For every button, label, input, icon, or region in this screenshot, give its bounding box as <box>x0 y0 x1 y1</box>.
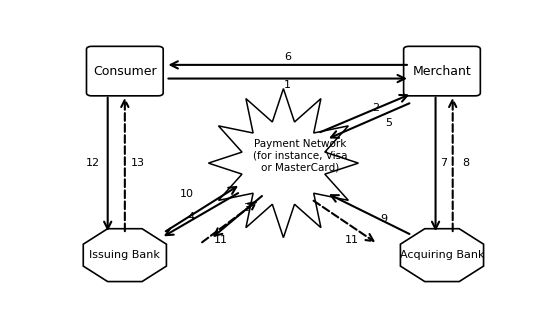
FancyArrowPatch shape <box>121 100 128 231</box>
FancyBboxPatch shape <box>404 46 481 96</box>
Text: Payment Network
(for instance, Visa
or MasterCard): Payment Network (for instance, Visa or M… <box>253 139 348 172</box>
Text: 6: 6 <box>284 52 291 62</box>
Text: 1: 1 <box>284 80 291 90</box>
Text: 11: 11 <box>345 235 359 245</box>
Text: 11: 11 <box>214 235 228 245</box>
Text: 10: 10 <box>180 189 194 199</box>
Text: Merchant: Merchant <box>413 65 471 78</box>
Text: 8: 8 <box>462 158 469 168</box>
Text: 2: 2 <box>372 103 379 113</box>
Text: Consumer: Consumer <box>93 65 156 78</box>
Text: 5: 5 <box>385 118 392 128</box>
Text: 3: 3 <box>243 203 251 213</box>
Text: 12: 12 <box>86 158 100 168</box>
Text: Issuing Bank: Issuing Bank <box>90 250 160 260</box>
Text: 9: 9 <box>380 214 388 224</box>
Text: 7: 7 <box>441 158 448 168</box>
FancyArrowPatch shape <box>314 201 373 241</box>
Text: Acquiring Bank: Acquiring Bank <box>400 250 484 260</box>
FancyArrowPatch shape <box>449 100 456 231</box>
FancyBboxPatch shape <box>86 46 163 96</box>
Text: 4: 4 <box>187 212 195 222</box>
FancyArrowPatch shape <box>202 202 255 242</box>
Text: 13: 13 <box>131 158 145 168</box>
